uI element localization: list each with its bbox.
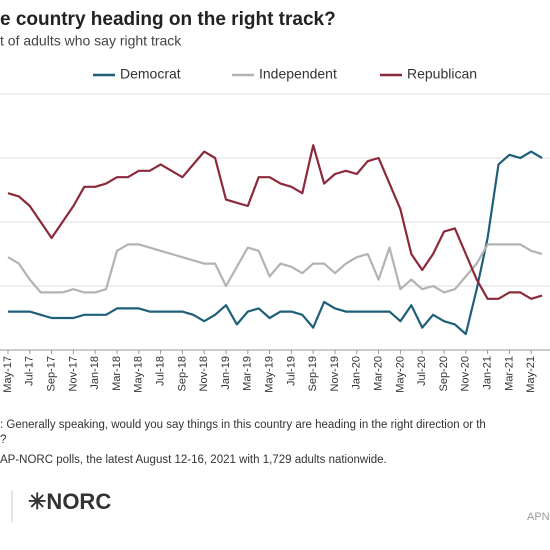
chart-title: e country heading on the right track? <box>0 9 336 30</box>
note: ? <box>0 434 6 446</box>
x-tick-label: Jul-19 <box>285 356 297 386</box>
x-tick-label: May-17 <box>2 356 14 393</box>
x-tick-label: Sep-17 <box>46 356 58 391</box>
x-tick-label: Jan-18 <box>89 356 101 390</box>
logo: ✳NORC <box>28 489 111 514</box>
x-tick-label: May-21 <box>525 356 537 393</box>
x-tick-label: Sep-19 <box>307 356 319 391</box>
x-tick-label: Mar-20 <box>373 356 385 391</box>
x-tick-label: May-19 <box>264 356 276 393</box>
x-tick-label: Mar-21 <box>503 356 515 391</box>
x-tick-label: Jul-20 <box>416 356 428 386</box>
series-line <box>7 243 543 294</box>
x-tick-label: Sep-20 <box>438 356 450 391</box>
x-tick-label: Jul-17 <box>24 356 36 386</box>
credit: APN <box>527 511 550 523</box>
x-tick-label: Jan-21 <box>482 356 494 390</box>
x-tick-label: Nov-18 <box>198 356 210 391</box>
x-tick-label: Sep-18 <box>176 356 188 391</box>
note: : Generally speaking, would you say thin… <box>0 419 486 431</box>
x-tick-label: Nov-17 <box>67 356 79 391</box>
x-tick-label: May-18 <box>133 356 145 393</box>
series-line <box>8 150 543 336</box>
x-tick-label: Jan-19 <box>220 356 232 390</box>
x-tick-label: Nov-20 <box>460 356 472 391</box>
legend-label: Democrat <box>120 66 181 82</box>
x-tick-label: Mar-19 <box>242 356 254 391</box>
x-tick-label: May-20 <box>394 356 406 393</box>
x-tick-label: Nov-19 <box>329 356 341 391</box>
legend-label: Republican <box>407 66 477 82</box>
x-tick-label: Jan-20 <box>351 356 363 390</box>
source: AP-NORC polls, the latest August 12-16, … <box>0 454 387 466</box>
legend-label: Independent <box>259 66 337 82</box>
x-tick-label: Jul-18 <box>155 356 167 386</box>
x-tick-label: Mar-18 <box>111 356 123 391</box>
series-line <box>7 144 543 300</box>
chart-subtitle: t of adults who say right track <box>0 33 182 49</box>
